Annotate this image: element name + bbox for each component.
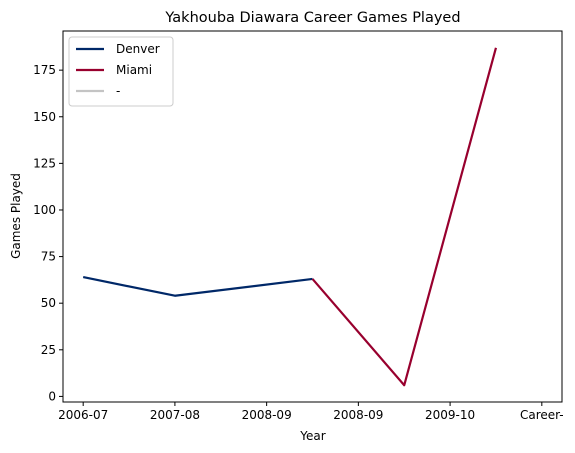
x-tick-label: 2008-09 [242, 408, 292, 422]
y-tick-label: 175 [33, 63, 56, 77]
y-tick-label: 125 [33, 156, 56, 170]
y-tick-label: 25 [41, 343, 56, 357]
legend-box [68, 36, 174, 107]
series-line-miami [311, 47, 498, 387]
legend-label: - [116, 84, 120, 98]
y-tick-label: 50 [41, 296, 56, 310]
y-tick-label: 100 [33, 203, 56, 217]
y-tick-label: 150 [33, 110, 56, 124]
chart-title: Yakhouba Diawara Career Games Played [164, 10, 460, 26]
series-lines [82, 47, 498, 387]
y-tick-label: 75 [41, 250, 56, 264]
x-tick-label: 2008-09 [333, 408, 383, 422]
axis-ticks: 2006-07 2007-08 2008-09 2008-09 2009-10 Caree… [33, 63, 564, 422]
series-line-denver [82, 276, 313, 297]
axes-frame [62, 30, 563, 403]
x-tick-label: 2007-08 [150, 408, 200, 422]
x-tick-label: 2009-10 [425, 408, 475, 422]
x-axis-label: Year [299, 429, 325, 443]
x-tick-label: 2006-07 [58, 408, 108, 422]
legend: Denver Miami - [68, 36, 174, 107]
y-axis-label: Games Played [9, 173, 23, 259]
legend-label: Denver [116, 42, 160, 56]
x-tick-label: Career- [520, 408, 564, 422]
legend-label: Miami [116, 63, 152, 77]
y-tick-label: 0 [48, 389, 56, 403]
